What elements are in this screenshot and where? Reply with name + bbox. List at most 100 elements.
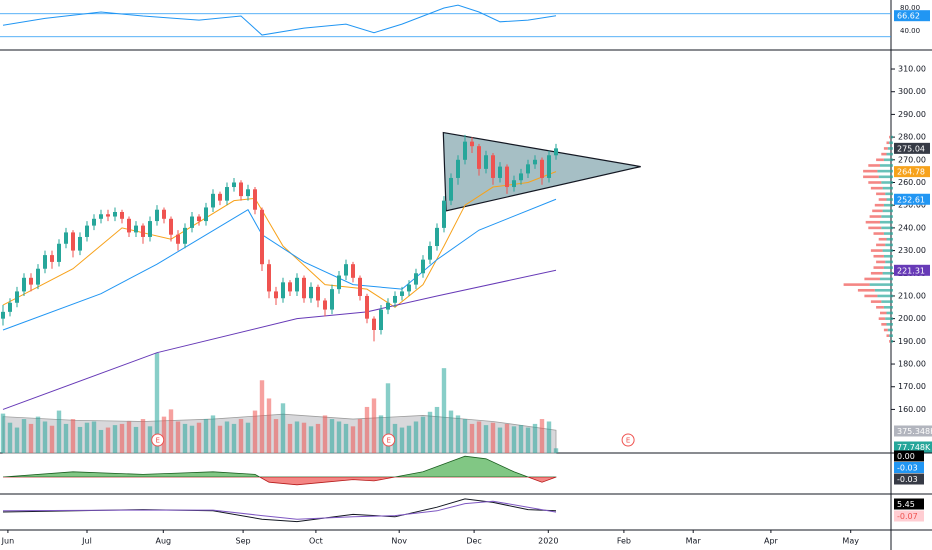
volume-bar: [378, 415, 384, 453]
y-tick-label: 260.00: [898, 178, 926, 187]
profile-up: [883, 254, 893, 258]
volume-bar: [112, 425, 118, 453]
candle-body: [211, 193, 215, 208]
volume-bar: [196, 422, 202, 453]
profile-down: [868, 181, 882, 184]
candle-body: [134, 225, 138, 233]
x-tick-label: May: [842, 537, 859, 546]
profile-down: [883, 328, 888, 332]
candle-body: [29, 277, 33, 285]
profile-down: [864, 277, 880, 281]
candle-body: [169, 218, 173, 235]
profile-down: [886, 334, 890, 337]
volume-bar: [14, 427, 20, 453]
volume-bar: [406, 425, 412, 453]
x-tick-label: Feb: [617, 537, 631, 546]
profile-up: [881, 300, 893, 303]
profile-up: [882, 186, 893, 190]
profile-down: [857, 288, 875, 292]
volume-bar: [224, 421, 230, 453]
candle-body: [155, 209, 159, 222]
volume-bar: [140, 419, 146, 453]
volume-bar: [413, 421, 419, 453]
candle-body: [491, 155, 495, 178]
volume-bar: [371, 398, 377, 453]
volume-bar: [21, 419, 27, 453]
candle-body: [554, 148, 558, 156]
profile-up: [883, 306, 893, 309]
profile-down: [873, 266, 884, 269]
profile-up: [881, 215, 893, 218]
badge-label: 77.748K: [897, 443, 931, 452]
volume-bar: [0, 413, 6, 453]
x-tick-label: Sep: [236, 537, 251, 546]
candle-body: [267, 264, 271, 292]
candle-body: [225, 187, 229, 201]
price-badge: 77.748K: [894, 441, 932, 453]
candle-body: [372, 318, 376, 330]
y-tick-label: 290.00: [898, 110, 926, 119]
profile-down: [886, 141, 890, 145]
profile-down: [876, 306, 884, 309]
candle-body: [288, 282, 292, 292]
candle-body: [484, 155, 488, 169]
candle-body: [344, 264, 348, 276]
price-badge: 0.00: [894, 450, 924, 462]
volume-bar: [462, 419, 468, 453]
candle-body: [519, 173, 523, 181]
volume-bar: [385, 383, 391, 453]
volume-bar: [182, 423, 188, 453]
event-marker: [621, 433, 635, 447]
volume-bar: [266, 398, 272, 453]
candle-body: [316, 286, 320, 301]
profile-down: [876, 260, 886, 264]
volume-bar: [28, 423, 34, 453]
y-tick-label: 210.00: [898, 291, 926, 300]
x-tick-label: Nov: [391, 537, 407, 546]
y-tick-label: 270.00: [898, 155, 926, 164]
profile-down: [870, 271, 883, 275]
x-tick-label: Mar: [686, 537, 702, 546]
volume-bar: [189, 425, 195, 453]
profile-up: [883, 158, 893, 162]
volume-bar: [252, 410, 258, 453]
volume-bar: [539, 419, 545, 453]
volume-bar: [203, 419, 209, 453]
candle-body: [442, 200, 446, 228]
profile-up: [885, 317, 893, 320]
volume-bar: [7, 422, 13, 453]
volume-bar: [420, 416, 426, 453]
profile-down: [868, 164, 880, 167]
profile-up: [889, 334, 893, 337]
candle-body: [533, 159, 537, 165]
volume-bar: [364, 406, 370, 453]
y-tick-label: 310.00: [898, 65, 926, 74]
event-label: E: [626, 437, 630, 445]
candle-body: [127, 218, 131, 233]
price-badge: 221.31: [894, 264, 930, 276]
volume-bar: [308, 426, 314, 453]
candle-body: [43, 255, 47, 269]
candle-body: [330, 289, 334, 310]
y-tick-label: 230.00: [898, 246, 926, 255]
volume-bar: [357, 419, 363, 453]
volume-bar: [322, 415, 328, 453]
volume-bar: [210, 415, 216, 453]
badge-bg: [894, 142, 930, 154]
badge-bg: [894, 10, 930, 22]
volume-bar: [245, 422, 251, 453]
profile-down: [843, 283, 870, 286]
profile-up: [877, 169, 893, 173]
volume-bar: [294, 421, 300, 453]
volume-bar: [329, 419, 335, 453]
profile-down: [889, 340, 891, 343]
badge-label: 66.62: [897, 12, 920, 21]
candle-body: [407, 284, 411, 292]
event-marker: [151, 433, 165, 447]
profile-up: [882, 209, 893, 213]
volume-bar: [511, 426, 517, 453]
volume-bar: [126, 421, 132, 453]
profile-down: [876, 243, 886, 247]
profile-down: [873, 232, 884, 235]
profile-down: [874, 203, 884, 207]
